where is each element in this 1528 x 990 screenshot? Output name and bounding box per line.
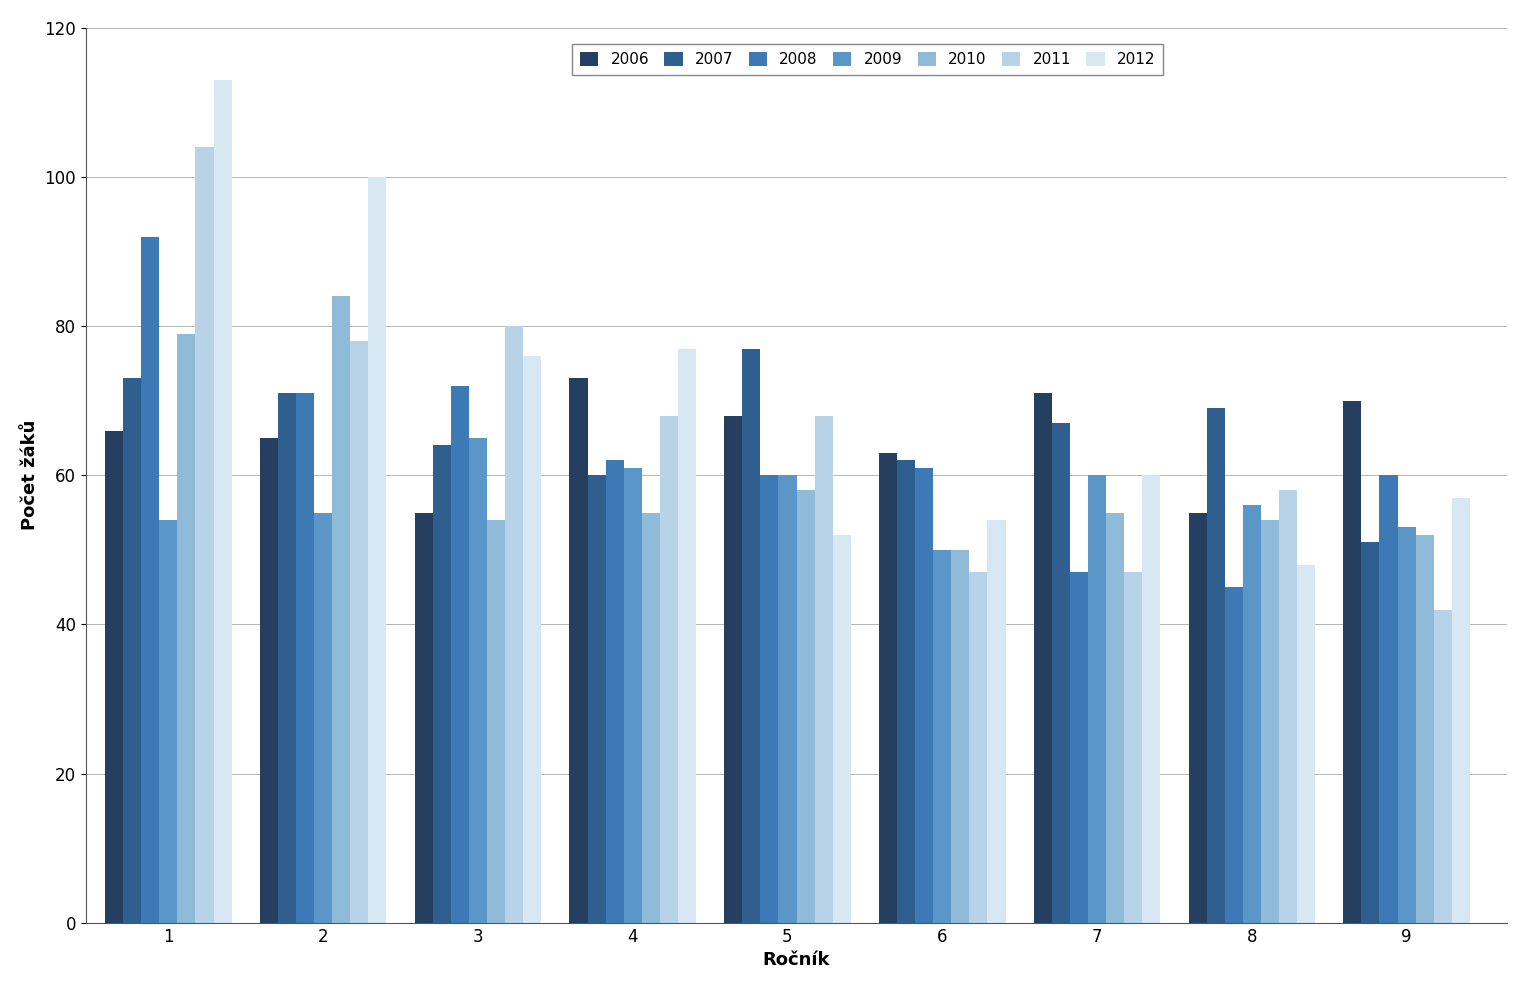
Bar <box>1279 490 1297 923</box>
Bar <box>1088 475 1106 923</box>
Bar <box>1125 572 1143 923</box>
Bar <box>1415 535 1433 923</box>
Bar <box>660 416 678 923</box>
Bar <box>778 475 796 923</box>
Bar <box>214 80 232 923</box>
Bar <box>570 378 588 923</box>
Bar <box>623 468 642 923</box>
Bar <box>1106 513 1125 923</box>
Bar <box>177 334 196 923</box>
Legend: 2006, 2007, 2008, 2009, 2010, 2011, 2012: 2006, 2007, 2008, 2009, 2010, 2011, 2012 <box>573 45 1163 75</box>
Bar <box>934 549 952 923</box>
Bar <box>196 148 214 923</box>
Bar <box>743 348 761 923</box>
Bar <box>969 572 987 923</box>
Bar <box>350 341 368 923</box>
Bar <box>1034 393 1051 923</box>
Bar <box>1207 408 1225 923</box>
Y-axis label: Počet žáků: Počet žáků <box>21 420 38 531</box>
Bar <box>915 468 934 923</box>
Bar <box>1051 423 1070 923</box>
Bar <box>796 490 814 923</box>
Bar <box>1070 572 1088 923</box>
Bar <box>1242 505 1261 923</box>
Bar <box>897 460 915 923</box>
Bar <box>1398 528 1415 923</box>
Bar <box>642 513 660 923</box>
Bar <box>588 475 605 923</box>
Bar <box>678 348 695 923</box>
Bar <box>724 416 743 923</box>
Bar <box>506 326 523 923</box>
Bar <box>105 431 124 923</box>
Bar <box>987 520 1005 923</box>
Bar <box>159 520 177 923</box>
Bar <box>523 356 541 923</box>
Bar <box>833 535 851 923</box>
Bar <box>278 393 296 923</box>
Bar <box>1380 475 1398 923</box>
Bar <box>296 393 315 923</box>
Bar <box>879 452 897 923</box>
Bar <box>451 386 469 923</box>
Bar <box>1343 401 1361 923</box>
Bar <box>315 513 332 923</box>
Bar <box>414 513 432 923</box>
Bar <box>605 460 623 923</box>
Bar <box>260 438 278 923</box>
Bar <box>368 177 387 923</box>
X-axis label: Ročník: Ročník <box>762 951 830 969</box>
Bar <box>141 237 159 923</box>
Bar <box>761 475 778 923</box>
Bar <box>1433 610 1452 923</box>
Bar <box>487 520 506 923</box>
Bar <box>1225 587 1242 923</box>
Bar <box>1143 475 1160 923</box>
Bar <box>432 446 451 923</box>
Bar <box>332 296 350 923</box>
Bar <box>814 416 833 923</box>
Bar <box>124 378 141 923</box>
Bar <box>1261 520 1279 923</box>
Bar <box>1452 498 1470 923</box>
Bar <box>952 549 969 923</box>
Bar <box>469 438 487 923</box>
Bar <box>1297 564 1316 923</box>
Bar <box>1361 543 1380 923</box>
Bar <box>1189 513 1207 923</box>
